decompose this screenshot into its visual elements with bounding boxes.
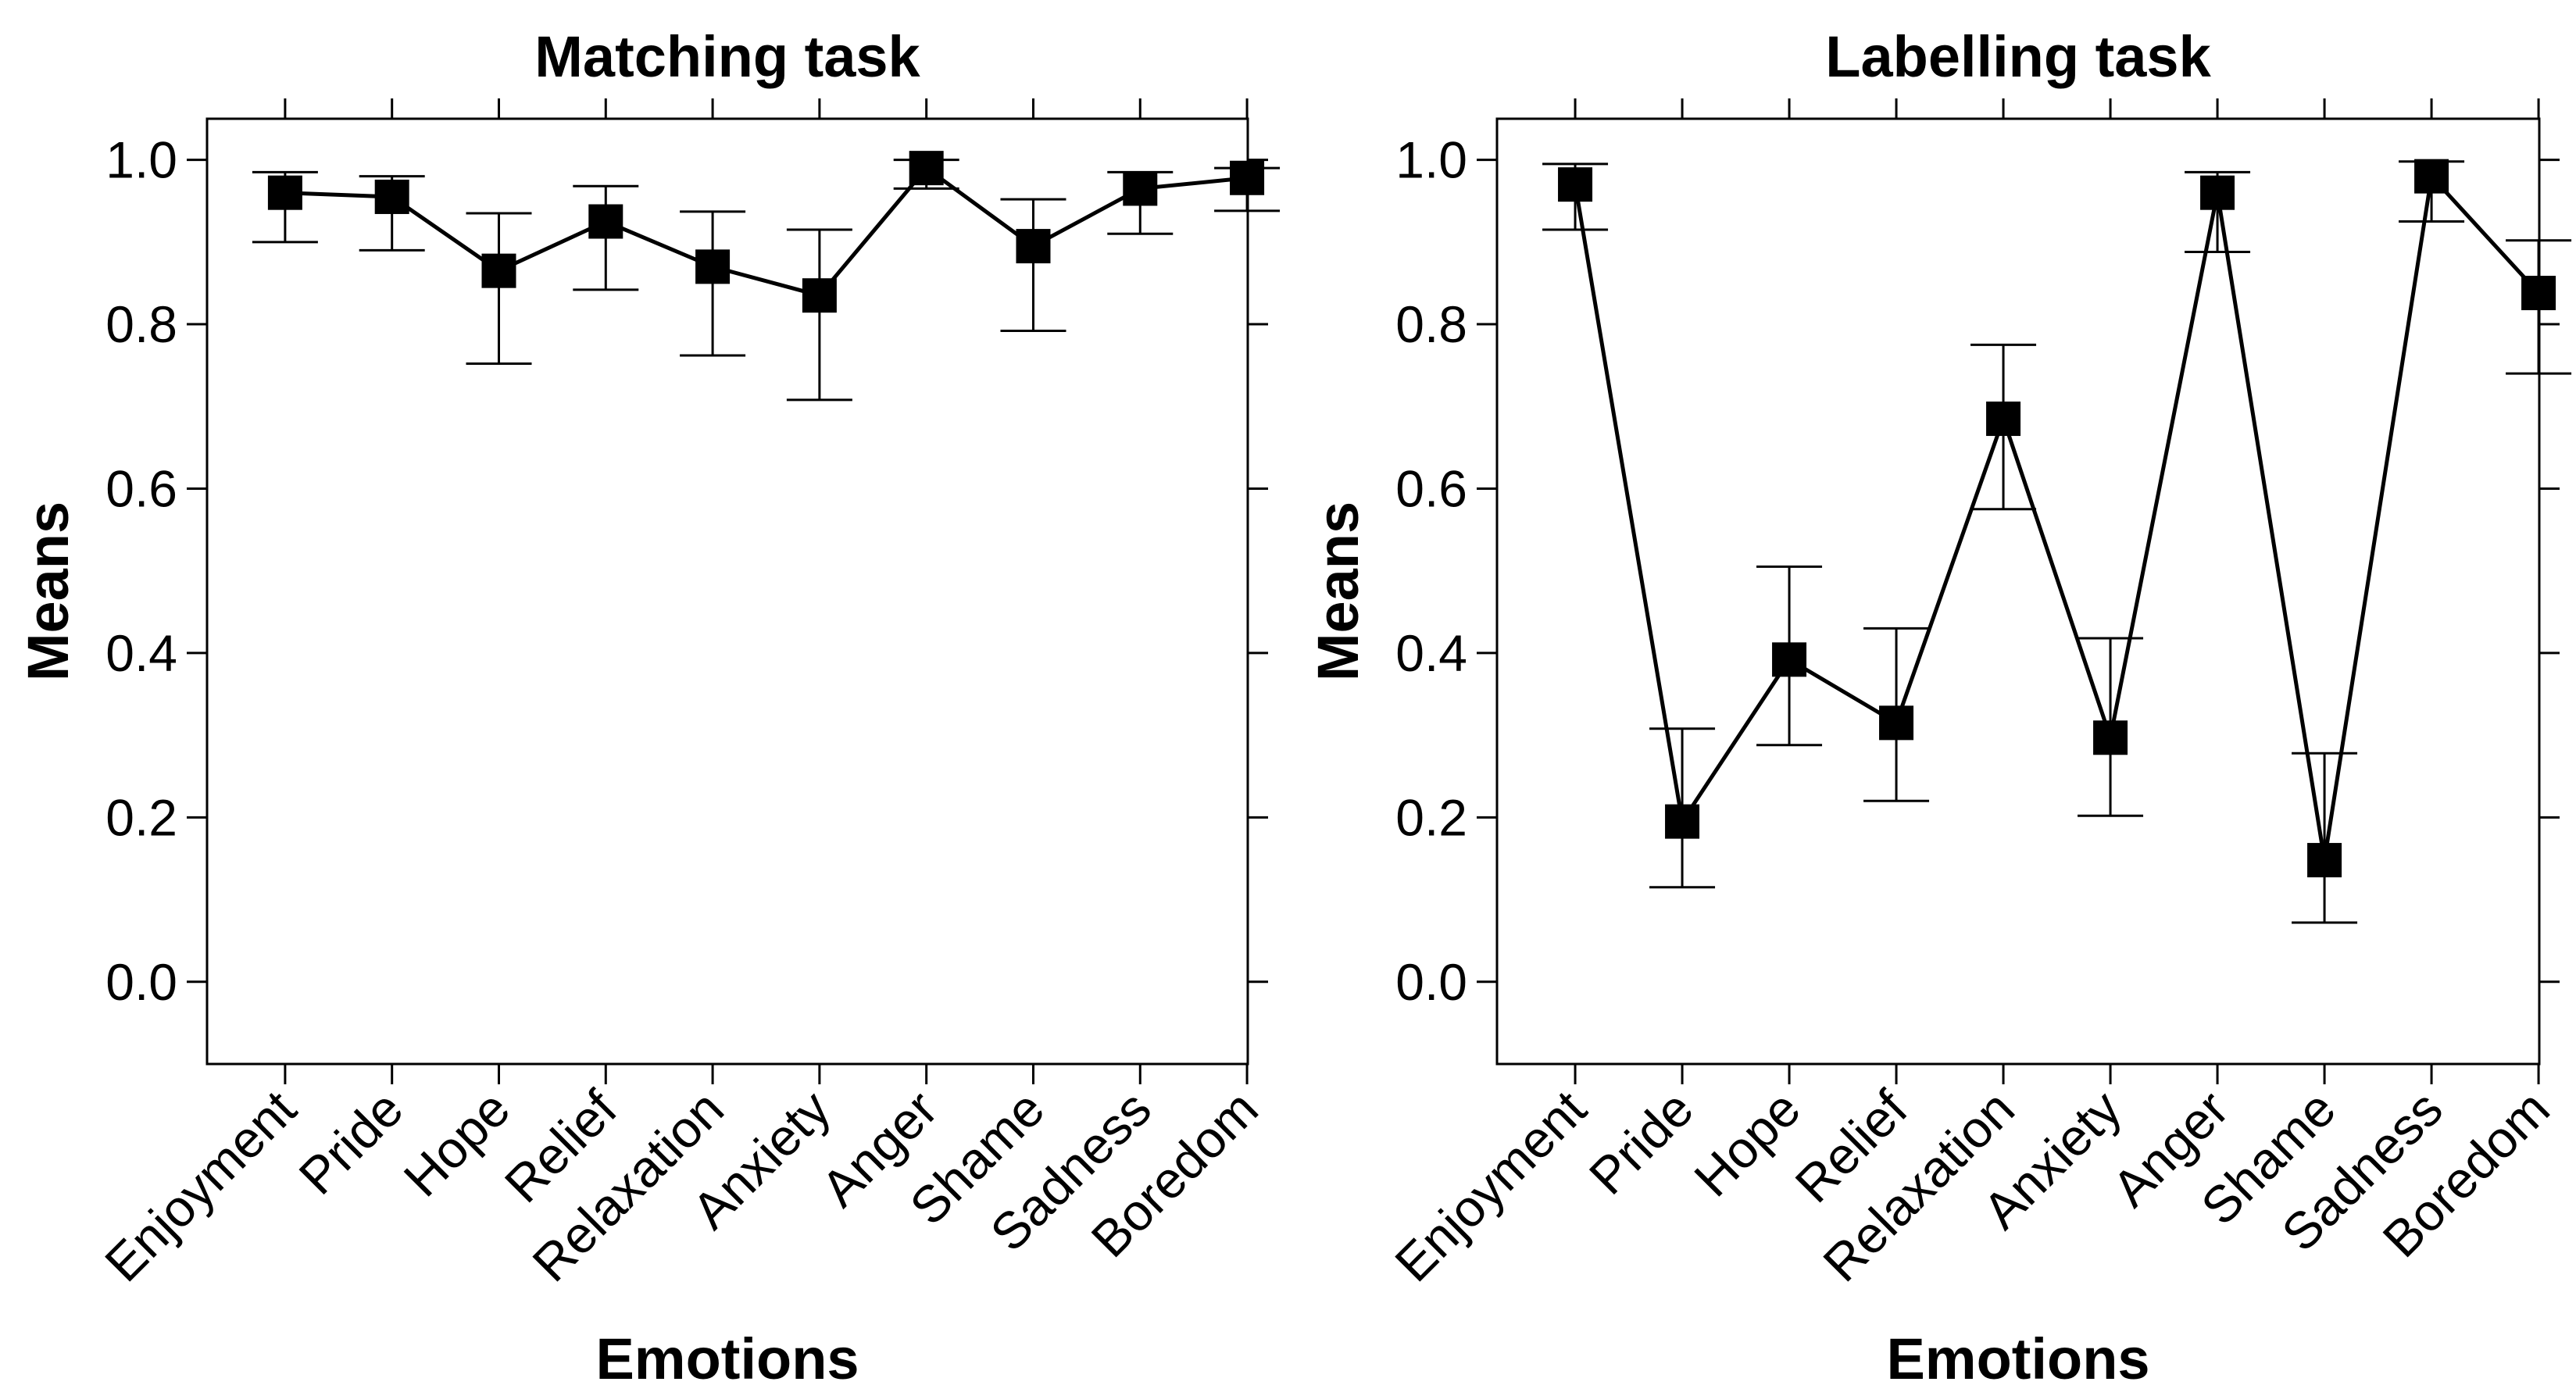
data-point <box>2307 843 2342 878</box>
y-tick-label: 1.0 <box>105 131 177 189</box>
y-tick-label: 0.6 <box>105 459 177 517</box>
data-point <box>909 151 944 186</box>
data-point <box>1986 402 2021 437</box>
y-tick-label: 0.2 <box>105 788 177 846</box>
data-point <box>2521 276 2556 311</box>
data-point <box>374 179 409 214</box>
chart-panel-2: Labelling task 0.0 0.2 0.4 0.6 0.8 1.0 Means Enj… <box>1306 24 2572 1391</box>
y-tick-label: 1.0 <box>1395 131 1467 189</box>
y-tick-label: 0.2 <box>1395 788 1467 846</box>
x-tick-label: Enjoyment <box>1384 1080 1597 1293</box>
data-point <box>267 175 302 210</box>
x-axis-label: Emotions <box>595 1326 859 1391</box>
y-tick-label: 0.8 <box>1395 295 1467 353</box>
x-tick-label: Pride <box>1578 1080 1704 1205</box>
data-point <box>1230 160 1265 195</box>
chart-title: Labelling task <box>1825 24 2211 89</box>
series-line <box>1573 172 2540 861</box>
data-point <box>1665 804 1700 839</box>
chart-title: Matching task <box>534 24 920 89</box>
y-tick-label: 0.0 <box>1395 953 1467 1011</box>
y-tick-label: 0.8 <box>105 295 177 353</box>
x-axis-label: Emotions <box>1886 1326 2149 1391</box>
y-tick-label: 0.4 <box>105 624 177 682</box>
data-point <box>2200 175 2235 210</box>
y-tick-label: 0.6 <box>1395 459 1467 517</box>
chart-panel-1: Matching task 0.0 0.2 0.4 0.6 0.8 1.0 Means Enjo… <box>16 24 1281 1391</box>
x-tick-label: Hope <box>392 1080 520 1208</box>
data-point <box>695 249 731 284</box>
x-tick-label: Pride <box>288 1080 413 1205</box>
data-point <box>802 278 837 313</box>
x-tick-label: Hope <box>1683 1080 1811 1208</box>
plot-frame <box>205 117 1249 1066</box>
y-axis-label: Means <box>1306 502 1370 681</box>
data-point <box>1558 167 1593 202</box>
data-point <box>481 253 516 288</box>
data-point <box>1772 642 1807 677</box>
data-point <box>2093 720 2128 755</box>
y-axis-label: Means <box>16 502 80 681</box>
data-point <box>1123 171 1158 206</box>
y-tick-label: 0.0 <box>105 953 177 1011</box>
plot-frame <box>1495 117 2541 1066</box>
data-point <box>1016 229 1051 264</box>
series-line <box>284 165 1248 298</box>
y-tick-label: 0.4 <box>1395 624 1467 682</box>
x-tick-label: Enjoyment <box>94 1080 307 1293</box>
data-point <box>588 204 623 239</box>
data-point <box>2414 159 2449 194</box>
data-point <box>1879 705 1914 741</box>
